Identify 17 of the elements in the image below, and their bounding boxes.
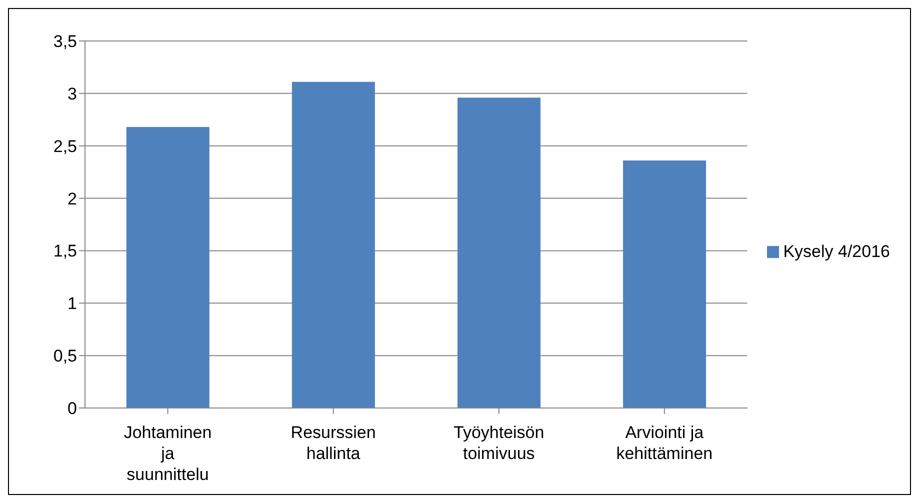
y-tick-label: 3 bbox=[68, 84, 77, 104]
y-tick-label: 2,5 bbox=[53, 136, 77, 156]
bar bbox=[457, 98, 540, 408]
y-tick-label: 0,5 bbox=[53, 346, 77, 366]
y-tick-label: 1,5 bbox=[53, 242, 77, 261]
x-tick-label: Arviointi ja kehittäminen bbox=[616, 423, 713, 463]
x-tick-label: Työyhteisön toimivuus bbox=[454, 423, 544, 463]
y-tick-label: 2 bbox=[68, 189, 77, 208]
bar bbox=[623, 160, 706, 408]
y-tick-label: 0 bbox=[68, 399, 77, 418]
bar bbox=[126, 126, 210, 408]
y-tick-label: 3,5 bbox=[53, 32, 77, 52]
x-tick-label: Resurssien hallinta bbox=[290, 423, 376, 463]
bar bbox=[292, 82, 375, 408]
y-tick-label: 1 bbox=[68, 294, 77, 314]
legend-label: Kysely 4/2016 bbox=[783, 242, 890, 260]
x-tick-label: Johtaminen ja suunnittelu bbox=[124, 423, 212, 484]
